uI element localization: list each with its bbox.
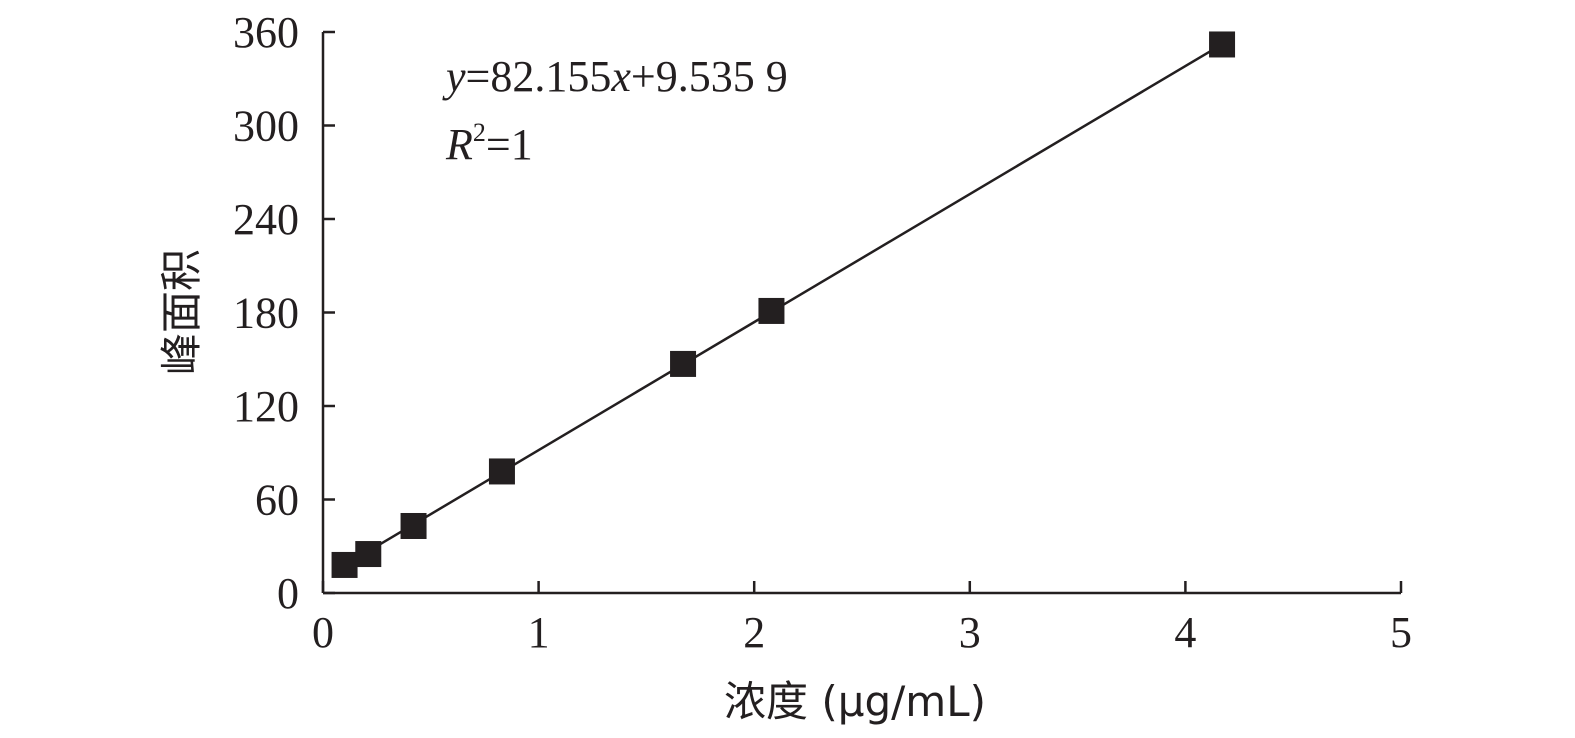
y-tick-label: 0 <box>277 569 299 618</box>
y-tick-label: 180 <box>233 289 299 338</box>
axes <box>321 32 1401 595</box>
y-tick-label: 240 <box>233 195 299 244</box>
x-tick-label: 1 <box>528 608 550 657</box>
x-tick-label: 0 <box>312 608 334 657</box>
equation-intercept: +9.535 9 <box>631 52 788 101</box>
data-point <box>670 350 697 377</box>
data-point <box>400 512 427 539</box>
x-axis-title: 浓度 (μg/mL) <box>724 677 986 726</box>
y-tick-label: 360 <box>233 8 299 57</box>
r-squared-value: =1 <box>486 120 533 169</box>
r-squared-superscript: 2 <box>473 118 486 147</box>
r-squared-annotation: R2=1 <box>445 118 533 169</box>
data-point <box>355 541 382 568</box>
y-axis-title: 峰面积 <box>157 249 206 375</box>
y-tick-label: 60 <box>255 476 299 525</box>
y-tick-label: 300 <box>233 102 299 151</box>
data-point <box>331 551 358 578</box>
x-ticks: 0 1 2 3 4 5 <box>312 581 1412 657</box>
x-tick-label: 4 <box>1174 608 1196 657</box>
x-tick-label: 3 <box>959 608 981 657</box>
data-point <box>488 458 515 485</box>
y-ticks: 0 60 120 180 240 300 360 <box>233 8 335 618</box>
x-tick-label: 5 <box>1390 608 1412 657</box>
regression-equation: y=82.155x+9.535 9 <box>442 52 788 101</box>
data-point <box>758 297 785 324</box>
y-tick-label: 120 <box>233 382 299 431</box>
equation-x-symbol: x <box>610 52 631 101</box>
data-points <box>331 31 1236 578</box>
equation-slope: =82.155 <box>466 52 612 101</box>
equation-y-symbol: y <box>442 52 466 101</box>
data-point <box>1209 31 1236 58</box>
x-tick-label: 2 <box>743 608 765 657</box>
r-squared-symbol: R <box>445 120 473 169</box>
